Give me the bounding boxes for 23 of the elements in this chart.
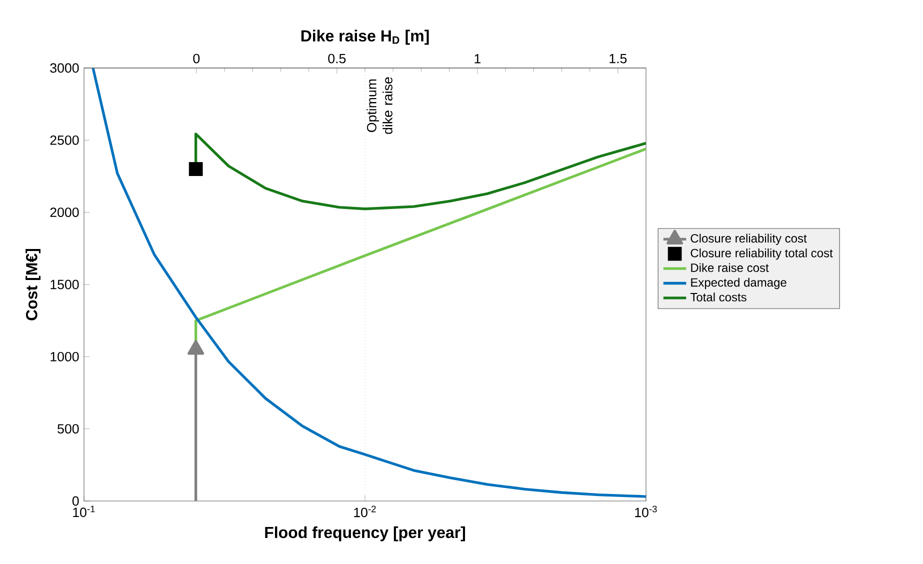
x-tick-label: 10$^{-2}$	[354, 506, 376, 518]
legend-label: Closure reliability total cost	[690, 248, 833, 260]
x2-tick-label: 1.5	[610, 54, 627, 64]
y-axis-title: Cost [M€]	[26, 248, 40, 320]
y-tick-label: 2000	[50, 208, 79, 218]
y-tick-label: 0	[72, 496, 79, 506]
x2-tick-label: 0	[193, 54, 200, 64]
x-tick-label: 10$^{-1}$	[73, 506, 95, 518]
y-tick-label: 500	[58, 424, 79, 434]
x-axis-title: Flood frequency [per year]	[265, 526, 466, 542]
y-tick-label: 2500	[50, 135, 79, 145]
x2-tick-label: 1	[474, 54, 480, 64]
legend-label: Closure reliability cost	[690, 234, 807, 245]
y-tick-label: 1000	[50, 352, 79, 362]
x2-tick-label: 0.5	[328, 54, 346, 64]
legend-label: Dike raise cost	[691, 263, 769, 272]
legend-label: Total costs	[690, 292, 746, 302]
x-tick-label: 10$^{-3}$	[635, 506, 657, 518]
x2-axis-title: Dike raise H$_{D}$ [m]	[301, 30, 429, 45]
legend-label: Expected damage	[691, 278, 786, 290]
ref-line-label: Optimum dike raise	[366, 77, 392, 134]
y-tick-label: 1500	[50, 280, 79, 290]
y-tick-label: 3000	[50, 63, 79, 73]
